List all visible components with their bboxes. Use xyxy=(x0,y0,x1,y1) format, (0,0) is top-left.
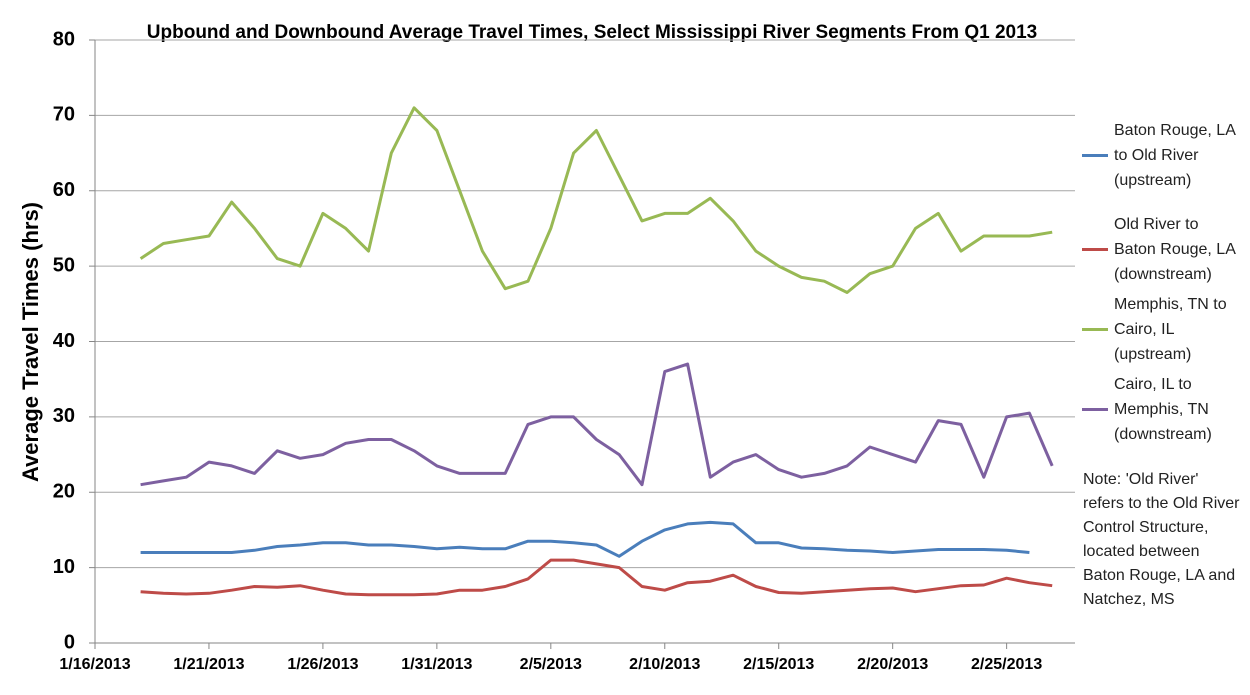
x-tick-label: 1/26/2013 xyxy=(287,656,358,673)
y-tick-label: 40 xyxy=(53,330,75,352)
x-tick-label: 2/25/2013 xyxy=(971,656,1042,673)
series-line xyxy=(140,362,1054,487)
series-line xyxy=(139,106,1053,294)
y-tick-label: 0 xyxy=(64,631,75,653)
x-tick-label: 2/20/2013 xyxy=(857,656,928,673)
x-tick-label: 2/5/2013 xyxy=(520,656,582,673)
y-axis-label: Average Travel Times (hrs) xyxy=(18,202,43,482)
legend-label: Baton Rouge, LA to Old River (upstream) xyxy=(1114,122,1235,189)
legend-swatch xyxy=(1082,408,1108,411)
y-tick-label: 50 xyxy=(53,254,75,276)
legend-label: Memphis, TN to Cairo, IL (upstream) xyxy=(1114,296,1227,363)
x-tick-label: 2/10/2013 xyxy=(629,656,700,673)
y-tick-label: 20 xyxy=(53,481,75,503)
legend-swatch xyxy=(1082,328,1108,331)
x-tick-label: 1/21/2013 xyxy=(173,656,244,673)
legend-label: Old River to Baton Rouge, LA (downstream… xyxy=(1114,216,1235,283)
legend-label: Cairo, IL to Memphis, TN (downstream) xyxy=(1114,376,1212,443)
series-line xyxy=(140,520,1030,558)
y-tick-label: 80 xyxy=(53,28,75,50)
x-tick-label: 2/15/2013 xyxy=(743,656,814,673)
legend-swatch xyxy=(1082,248,1108,251)
chart-title: Upbound and Downbound Average Travel Tim… xyxy=(147,22,1037,43)
y-tick-label: 70 xyxy=(53,104,75,126)
legend-swatch xyxy=(1082,154,1108,157)
y-tick-label: 60 xyxy=(53,179,75,201)
series-line xyxy=(140,558,1053,597)
y-tick-label: 10 xyxy=(53,556,75,578)
y-tick-label: 30 xyxy=(53,405,75,427)
x-tick-label: 1/16/2013 xyxy=(59,656,130,673)
note: Note: 'Old River' refers to the Old Rive… xyxy=(1083,471,1240,608)
x-tick-label: 1/31/2013 xyxy=(401,656,472,673)
